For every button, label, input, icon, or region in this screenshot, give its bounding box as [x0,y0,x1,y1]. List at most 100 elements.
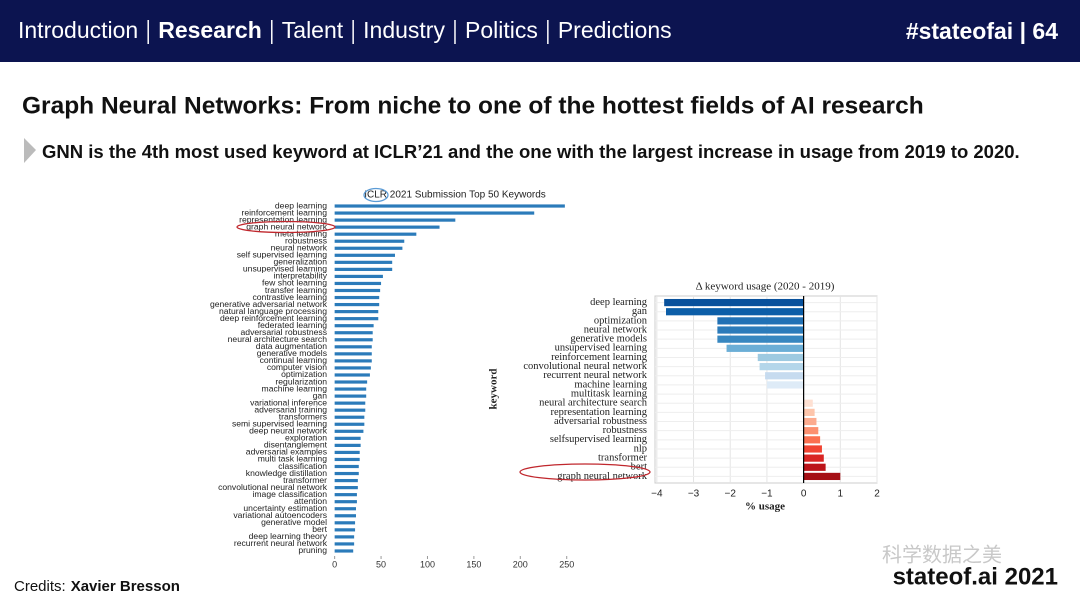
y-tick-label: data augmentation [256,341,327,351]
bar [334,288,381,293]
bar [803,436,821,444]
chart-title: ICLR 2021 Submission Top 50 Keywords [364,190,546,201]
y-tick-label: representation learning [239,214,327,224]
y-tick-label: adversarial training [254,404,327,414]
y-tick-label: adversarial robustness [554,416,647,427]
y-tick-label: optimization [281,369,327,379]
y-tick-label: deep learning [590,297,648,308]
y-tick-label: uncertainty estimation [243,503,327,513]
y-tick-label: recurrent neural network [543,370,648,381]
highlight [236,220,336,234]
y-tick-label: transformer [283,475,327,485]
bar [334,486,358,490]
bar [334,359,372,363]
nav-item: Industry [363,17,445,43]
bar [334,387,367,391]
x-tick-label: 100 [420,559,435,569]
y-tick-label: optimization [594,315,648,326]
y-tick-label: bert [312,524,327,534]
bar [666,308,804,316]
y-tick-label: machine learning [574,379,647,390]
bar [664,298,804,307]
y-tick-label: neural network [271,243,328,253]
bar [334,478,358,483]
y-tick-label: federated learning [258,320,327,330]
y-tick-label: generalization [273,257,327,267]
bar [334,443,361,447]
y-tick-label: representation learning [551,407,648,418]
y-tick-label: classification [278,461,327,471]
y-tick-label: contrastive learning [252,292,327,302]
y-tick-label: transformer [598,453,647,464]
x-tick-label: −2 [725,489,737,500]
nav-item: Politics [465,17,538,43]
y-tick-label: multitask learning [571,388,648,399]
x-tick-label: −4 [651,489,663,500]
bar [757,353,804,362]
slide-tag: #stateofai | 64 [906,18,1058,44]
bar [334,464,359,469]
y-tick-label: regularization [275,376,327,386]
y-tick-label: neural architecture search [539,398,648,409]
credits-name: Xavier Bresson [71,578,180,595]
bar [334,218,456,222]
bar [334,267,393,271]
bar [717,326,804,334]
nav-item: Introduction [18,17,138,43]
x-tick-label: 250 [559,559,574,569]
y-tick-label: deep learning theory [249,531,328,541]
y-tick-label: adversarial robustness [241,327,327,337]
y-tick-label: pruning [298,545,327,555]
bar [334,408,366,412]
bar [334,415,365,419]
bar [766,381,804,389]
y-tick-label: robustness [603,425,647,436]
y-tick-label: adversarial examples [246,447,327,457]
y-tick-label: robustness [285,235,327,245]
bar [334,500,357,504]
bar [334,232,417,236]
y-tick-label: exploration [285,433,327,443]
nav-item: Predictions [558,17,672,43]
y-tick-label: multi task learning [258,454,327,464]
y-tick-label: attention [294,496,327,506]
bar [803,417,817,426]
bar [334,246,403,250]
nav-item: Research [158,17,262,43]
x-tick-label: 0 [332,559,337,569]
nav-item: Talent [282,17,344,43]
bar [334,535,355,539]
bar [803,463,826,471]
y-tick-label: variational inference [250,397,327,407]
bar [334,471,359,476]
y-tick-label: deep neural network [249,426,328,436]
header-bar [0,0,1080,62]
credits-label: Credits: [14,578,66,595]
bar [334,436,361,440]
y-tick-label: reinforcement learning [241,207,327,217]
bullet-arrow [24,138,36,163]
bar [334,295,380,300]
y-tick-label: generative models [570,334,647,345]
x-tick-label: −3 [688,489,700,500]
y-tick-label: selfsupervised learning [550,434,648,445]
chart-title: Δ keyword usage (2020 - 2019) [696,281,835,293]
bar [334,281,382,286]
bar [334,310,379,314]
y-tick-label: recurrent neural network [234,538,328,548]
footer: stateof.ai 2021 [893,563,1058,590]
y-tick-label: interpretability [274,271,328,281]
y-tick-label: knowledge distillation [246,468,327,478]
bar [726,344,804,352]
bar [334,528,356,532]
bar [334,366,371,370]
y-tick-label: transformers [279,411,327,421]
bar [803,399,813,407]
bar [334,493,357,497]
y-tick-label: reinforcement learning [551,352,648,363]
highlight [363,187,389,203]
y-tick-label: meta learning [275,228,327,238]
watermark: 科学数据之美 [882,543,1002,566]
y-tick-label: neural architecture search [228,334,328,344]
y-tick-label: unsupervised learning [555,343,648,354]
